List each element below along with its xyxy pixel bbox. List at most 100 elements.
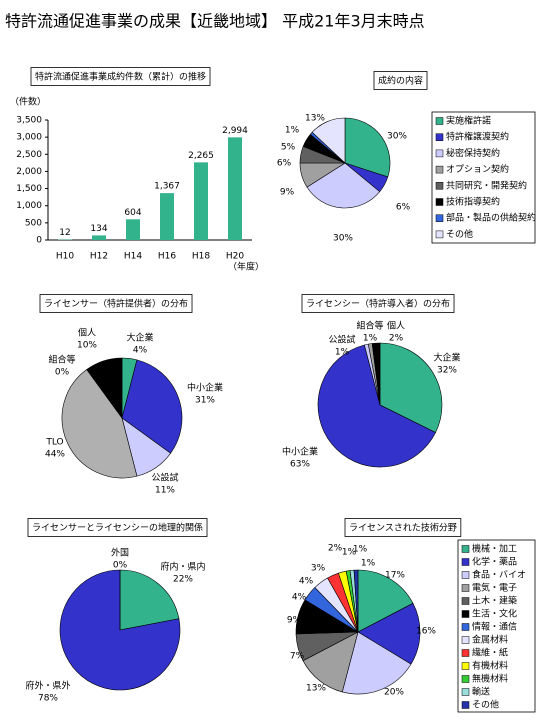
slice-label: 32% xyxy=(437,366,457,376)
slice-label: 1% xyxy=(363,334,378,344)
slice-label: 9% xyxy=(280,188,295,198)
slice-name: 中小企業 xyxy=(282,446,318,458)
legend-swatch xyxy=(462,663,469,670)
legend-swatch xyxy=(436,231,443,238)
value-label: 604 xyxy=(124,208,141,218)
y-tick-label: 1,500 xyxy=(16,184,42,194)
legend-swatch xyxy=(436,150,443,157)
legend-swatch xyxy=(462,624,469,631)
slice-label: 7% xyxy=(290,652,305,662)
legend-label: 繊維・紙 xyxy=(472,647,508,659)
value-label: 1,367 xyxy=(154,182,180,192)
chart-title: 成約の内容 xyxy=(378,75,423,87)
bar xyxy=(228,137,242,240)
y-tick-label: 2,500 xyxy=(16,150,42,160)
value-label: 12 xyxy=(59,228,70,238)
page: 特許流通促進事業の成果【近畿地域】 平成21年3月末時点 特許流通促進事業成約件… xyxy=(0,0,540,720)
legend-swatch xyxy=(436,182,443,189)
slice-name: 大企業 xyxy=(126,332,153,344)
slice-name: 公設試 xyxy=(328,334,355,346)
legend-swatch xyxy=(462,572,469,579)
value-label: 134 xyxy=(90,224,107,234)
legend-label: 生活・文化 xyxy=(472,608,517,620)
legend-label: 土木・建築 xyxy=(472,595,517,607)
slice-label: 9% xyxy=(287,616,302,626)
legend-label: その他 xyxy=(446,228,473,240)
slice-label: 13% xyxy=(306,684,326,694)
bar xyxy=(194,162,208,240)
slice-name: 中小企業 xyxy=(187,382,223,394)
legend-label: 技術指導契約 xyxy=(446,196,500,208)
y-tick-label: 2,000 xyxy=(16,167,42,177)
slice-label: 2% xyxy=(328,544,343,554)
slice-label: 44% xyxy=(45,450,65,460)
legend-swatch xyxy=(436,215,443,222)
legend-swatch xyxy=(462,702,469,709)
chart-title: ライセンサーとライセンシーの地理的関係 xyxy=(32,522,203,534)
slice-label: 6% xyxy=(277,159,292,169)
legend-swatch xyxy=(462,689,469,696)
value-label: 2,265 xyxy=(188,151,214,161)
legend-label: 部品・製品の供給契約 xyxy=(446,212,536,224)
x-tick-label: H10 xyxy=(56,252,74,262)
bar xyxy=(92,235,106,240)
legend-swatch xyxy=(462,598,469,605)
chart-title: ライセンサー（特許提供者）の分布 xyxy=(44,298,188,310)
slice-name: 府外・県外 xyxy=(25,680,70,692)
slice-name: 公設試 xyxy=(151,472,178,484)
slice-name: 組合等 xyxy=(356,320,383,332)
y-tick-label: 0 xyxy=(36,236,42,246)
slice-label: 2% xyxy=(389,334,404,344)
legend-swatch xyxy=(462,585,469,592)
legend-label: その他 xyxy=(472,699,499,711)
y-tick-label: 3,500 xyxy=(16,116,42,126)
legend-swatch xyxy=(462,559,469,566)
x-tick-label: H12 xyxy=(90,252,108,262)
y-tick-label: 3,000 xyxy=(16,133,42,143)
legend-label: 特許権譲渡契約 xyxy=(446,131,509,143)
slice-name: 組合等 xyxy=(48,354,75,366)
slice-name: 個人 xyxy=(78,327,96,339)
legend-swatch xyxy=(436,199,443,206)
x-tick-label: H18 xyxy=(192,252,210,262)
slice-label: 4% xyxy=(133,346,148,356)
slice-label: 30% xyxy=(387,132,407,142)
legend-label: 化学・薬品 xyxy=(472,556,517,568)
chart-title: ライセンスされた技術分野 xyxy=(349,522,457,534)
legend-label: 無機材料 xyxy=(472,673,508,685)
legend-label: 輸送 xyxy=(472,686,490,698)
slice-label: 16% xyxy=(416,627,436,637)
slice-name: TLO xyxy=(45,438,63,448)
legend-swatch xyxy=(436,118,443,125)
chart-title: ライセンシー（特許導入者）の分布 xyxy=(306,298,450,310)
slice-label: 0% xyxy=(55,368,70,378)
slice-label: 31% xyxy=(195,396,215,406)
legend-swatch xyxy=(462,611,469,618)
legend-label: 実施権許諾 xyxy=(446,115,491,127)
chart-title: 特許流通促進事業成約件数（累計）の推移 xyxy=(35,71,206,83)
legend-label: 電気・電子 xyxy=(472,582,517,594)
bar xyxy=(126,219,140,240)
slice-label: 78% xyxy=(38,694,58,704)
slice-label: 30% xyxy=(333,234,353,244)
slice-label: 1% xyxy=(285,126,300,136)
slice-label: 6% xyxy=(396,203,411,213)
slice-label: 4% xyxy=(292,593,307,603)
page-title: 特許流通促進事業の成果【近畿地域】 平成21年3月末時点 xyxy=(5,12,425,31)
slice-label: 4% xyxy=(299,577,314,587)
slice-label: 17% xyxy=(385,571,405,581)
slice-label: 1% xyxy=(335,348,350,358)
legend-swatch xyxy=(462,676,469,683)
x-tick-label: H14 xyxy=(124,252,142,262)
slice-label: 10% xyxy=(77,341,97,351)
value-label: 2,994 xyxy=(222,126,248,136)
y-axis-label: （件数） xyxy=(10,96,46,108)
x-axis-label: （年度） xyxy=(228,261,264,273)
legend-label: 共同研究・開発契約 xyxy=(446,179,527,191)
slice-label: 0% xyxy=(113,561,128,571)
slice-name: 府内・県内 xyxy=(160,561,205,573)
slice-label: 1% xyxy=(353,545,368,555)
slice-name: 大企業 xyxy=(433,352,460,364)
slice-label: 11% xyxy=(155,486,175,496)
legend-label: 有機材料 xyxy=(472,660,508,672)
